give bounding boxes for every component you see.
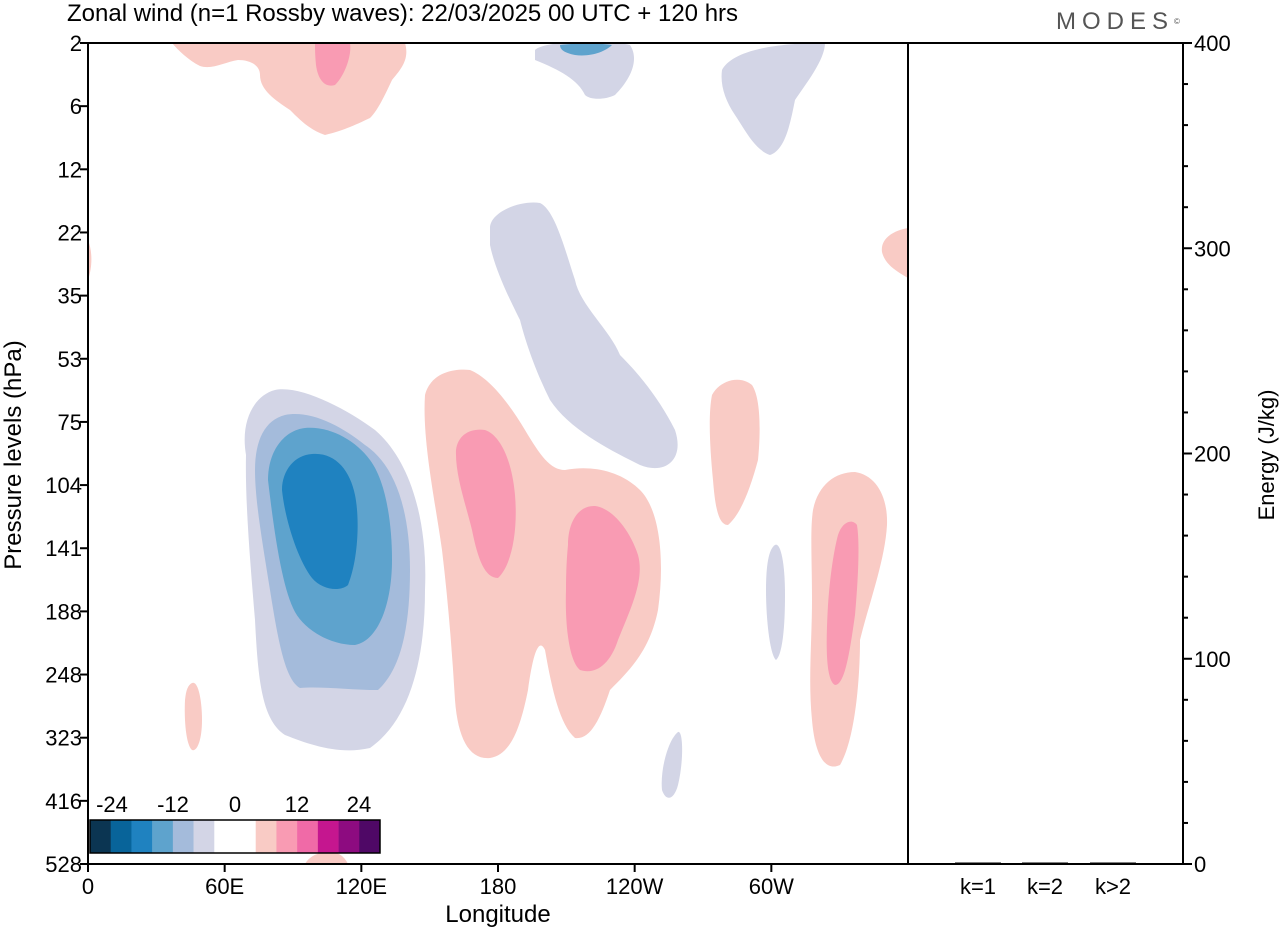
energy-category-label: k=1: [960, 874, 996, 899]
colorbar-swatch: [172, 820, 194, 853]
colorbar-swatch: [276, 820, 298, 853]
energy-axis: 0 100 200 300 400: [1183, 31, 1231, 877]
energy-tick-label: 200: [1194, 442, 1231, 467]
colorbar-frame: [89, 819, 381, 854]
contour-neg1-small2: [661, 731, 683, 798]
contour-neg1-small1: [766, 544, 785, 660]
colorbar-swatch: [338, 820, 360, 853]
pressure-tick-label: 6: [70, 94, 82, 119]
brand-mark: ©: [1174, 17, 1180, 26]
pressure-tick-label: 416: [45, 789, 82, 814]
colorbar-label: 0: [229, 792, 241, 817]
brand-logo: MODES©: [1056, 8, 1180, 36]
pressure-tick-label: 141: [45, 536, 82, 561]
contour-pos1-edge: [881, 228, 908, 278]
energy-tick-label: 300: [1194, 236, 1231, 261]
longitude-tick-label: 60E: [205, 874, 244, 899]
colorbar-label: 12: [285, 792, 309, 817]
colorbar-swatch: [359, 820, 381, 853]
contour-neg4: [282, 453, 358, 590]
pressure-tick-label: 75: [58, 410, 82, 435]
energy-bar: [1022, 862, 1068, 864]
energy-category-label: k>2: [1095, 874, 1131, 899]
pressure-tick-label: 12: [58, 157, 82, 182]
colorbar-swatch: [317, 820, 339, 853]
contour-neg1-top: [535, 43, 634, 99]
energy-bar: [1090, 862, 1136, 864]
longitude-tick-label: 60W: [749, 874, 794, 899]
longitude-axis: 0 60E 120E 180 120W 60W: [82, 864, 794, 899]
longitude-tick-label: 120E: [336, 874, 387, 899]
colorbar-swatch: [152, 820, 174, 853]
pressure-tick-label: 53: [58, 347, 82, 372]
longitude-tick-label: 0: [82, 874, 94, 899]
energy-bars: k=1 k=2 k>2: [955, 862, 1136, 899]
colorbar-swatch: [255, 820, 277, 853]
contour-pos1-top: [172, 43, 407, 135]
pressure-tick-label: 248: [45, 663, 82, 688]
colorbar-label: -24: [96, 792, 128, 817]
contour-neg3-top: [560, 43, 612, 56]
brand-text: MODES: [1056, 8, 1175, 35]
contour-pos1-bottom: [305, 852, 348, 864]
y-axis-label: Pressure levels (hPa): [0, 340, 27, 569]
contour-field: [88, 43, 908, 864]
contour-neg1-topright: [721, 43, 825, 155]
contour-pos1-midright: [709, 379, 760, 525]
pressure-tick-label: 323: [45, 726, 82, 751]
colorbar-label: 24: [347, 792, 371, 817]
energy-tick-label: 400: [1194, 31, 1231, 56]
colorbar-swatch: [214, 820, 236, 853]
colorbar-swatch: [90, 820, 112, 853]
contour-pos2-c: [826, 521, 859, 685]
longitude-tick-label: 180: [480, 874, 517, 899]
energy-axis-label: Energy (J/kg): [1254, 390, 1279, 521]
energy-tick-label: 100: [1194, 647, 1231, 672]
pressure-axis: 2 6 12 22 35 53 75 104 141 188 248 323 416 528: [45, 31, 88, 877]
energy-bar: [955, 862, 1001, 864]
x-axis-label: Longitude: [445, 901, 550, 928]
pressure-tick-label: 104: [45, 473, 82, 498]
pressure-tick-label: 188: [45, 599, 82, 624]
contour-neg1-band: [490, 202, 678, 469]
pressure-tick-label: 35: [58, 284, 82, 309]
colorbar-swatch: [193, 820, 215, 853]
contour-pos2-a: [455, 429, 516, 578]
energy-category-label: k=2: [1027, 874, 1063, 899]
chart-title: Zonal wind (n=1 Rossby waves): 22/03/202…: [67, 0, 739, 27]
pressure-tick-label: 22: [58, 220, 82, 245]
colorbar-swatch: [235, 820, 257, 853]
pressure-tick-label: 528: [45, 852, 82, 877]
longitude-tick-label: 120W: [606, 874, 664, 899]
colorbar-swatch: [131, 820, 153, 853]
contour-pos2-b: [565, 505, 640, 672]
pressure-tick-label: 2: [70, 31, 82, 56]
energy-tick-label: 0: [1194, 852, 1206, 877]
energy-panel-frame: [907, 42, 1184, 865]
colorbar-swatch: [110, 820, 132, 853]
colorbar: -24 -12 0 12 24: [89, 792, 381, 854]
colorbar-label: -12: [157, 792, 189, 817]
colorbar-swatch: [297, 820, 319, 853]
contour-pos1-small: [184, 682, 202, 751]
contour-pos2-top: [315, 43, 351, 86]
